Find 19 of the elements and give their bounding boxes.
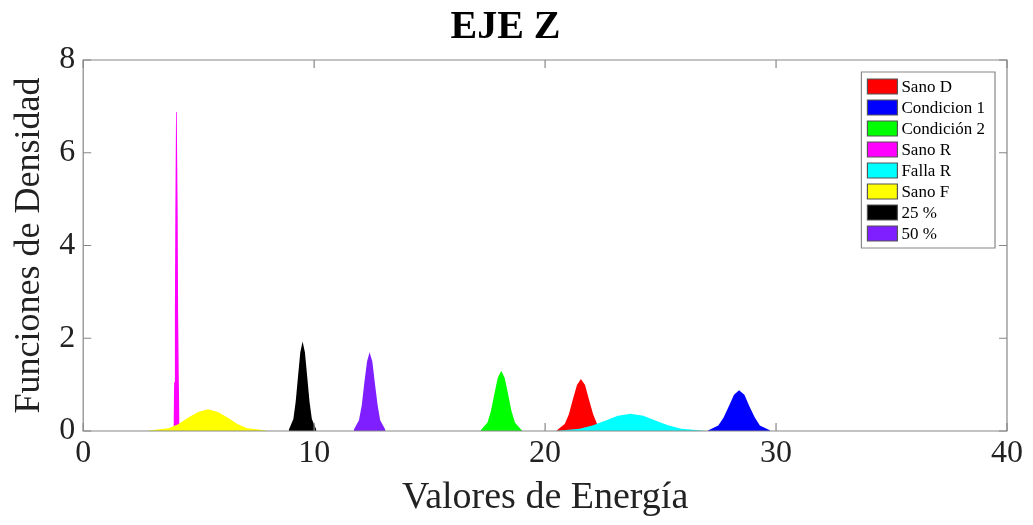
legend-label: 25 % <box>901 202 937 222</box>
x-tick-label: 20 <box>529 432 562 469</box>
y-tick-label: 6 <box>59 132 76 169</box>
legend-label: Sano R <box>901 139 952 159</box>
chart-title: EJE Z <box>450 2 561 48</box>
x-tick-label: 40 <box>991 432 1023 469</box>
y-tick-label: 2 <box>59 317 76 354</box>
y-tick-label: 8 <box>59 39 76 76</box>
y-tick-label: 4 <box>59 224 76 261</box>
legend-label: Sano F <box>901 181 950 201</box>
y-axis-title: Funciones de Densidad <box>7 77 48 414</box>
legend-label: Falla R <box>901 160 952 180</box>
legend-label: Condición 2 <box>901 118 986 138</box>
legend-label: Condicion 1 <box>901 97 986 117</box>
legend-label: Sano D <box>901 76 952 96</box>
x-axis-title: Valores de Energía <box>401 474 689 517</box>
legend-label: 50 % <box>901 223 937 243</box>
x-tick-label: 10 <box>298 432 331 469</box>
x-tick-label: 30 <box>760 432 793 469</box>
